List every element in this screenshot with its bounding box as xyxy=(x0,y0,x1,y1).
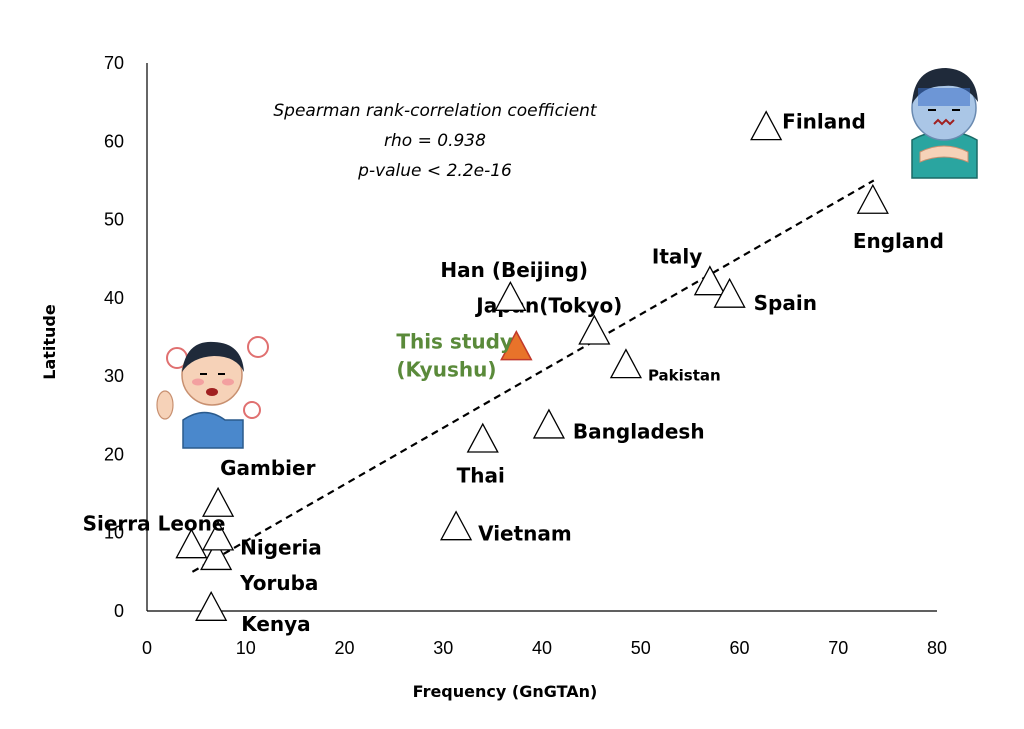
y-axis-title: Latitude xyxy=(40,304,59,380)
point-label: Han (Beijing) xyxy=(440,258,588,282)
annotation-line1: Spearman rank-correlation coefficient xyxy=(273,101,598,121)
x-axis-title: Frequency (GnGTAn) xyxy=(413,682,598,701)
point-marker xyxy=(609,348,643,379)
point-marker xyxy=(494,280,527,311)
x-tick-label: 20 xyxy=(334,638,354,658)
point-marker xyxy=(578,314,611,345)
point-marker xyxy=(200,540,233,571)
point-label: Yoruba xyxy=(239,571,318,595)
point-marker xyxy=(713,277,746,308)
annotation-line2: rho = 0.938 xyxy=(384,131,486,151)
x-tick-label: 80 xyxy=(927,638,947,658)
point-marker xyxy=(175,528,208,559)
point-marker xyxy=(532,408,565,439)
data-point: Han (Beijing) xyxy=(440,258,588,311)
hot-person-illustration xyxy=(156,336,269,449)
data-point: Sierra Leone xyxy=(83,511,226,559)
data-point: Thai xyxy=(457,422,505,488)
data-point: Bangladesh xyxy=(532,408,705,444)
data-point: Vietnam xyxy=(440,510,572,545)
y-tick-label: 30 xyxy=(104,366,124,386)
data-point: Finland xyxy=(750,109,866,141)
point-label: Spain xyxy=(754,291,817,315)
y-tick-label: 10 xyxy=(104,523,124,543)
point-label: Finland xyxy=(782,109,866,133)
data-point: Gambier xyxy=(202,456,316,517)
point-marker xyxy=(693,265,726,296)
x-tick-label: 10 xyxy=(236,638,256,658)
point-label: Italy xyxy=(652,244,702,268)
point-label: Sierra Leone xyxy=(83,511,226,535)
point-label: England xyxy=(853,229,944,253)
point-label: Japan(Tokyo) xyxy=(474,294,622,318)
trendline xyxy=(191,179,875,573)
point-marker xyxy=(440,510,473,541)
point-marker xyxy=(202,486,235,517)
study-point: This study (Kyushu) xyxy=(396,329,533,381)
y-tick-label: 20 xyxy=(104,444,124,464)
x-tick-label: 40 xyxy=(532,638,552,658)
y-tick-label: 60 xyxy=(104,131,124,151)
point-label: Vietnam xyxy=(478,521,572,545)
study-label-line2: (Kyushu) xyxy=(396,357,496,381)
data-point: Pakistan xyxy=(609,348,721,384)
point-marker xyxy=(750,110,783,141)
point-label: Kenya xyxy=(241,612,310,636)
data-point: Spain xyxy=(713,277,817,315)
data-point: Nigeria xyxy=(202,520,322,560)
y-tick-label: 0 xyxy=(114,601,124,621)
x-tick-label: 60 xyxy=(729,638,749,658)
y-tick-label: 70 xyxy=(104,53,124,73)
annotation-line3: p-value < 2.2e-16 xyxy=(357,161,512,181)
x-tick-label: 30 xyxy=(433,638,453,658)
x-tick-label: 70 xyxy=(828,638,848,658)
y-tick-label: 40 xyxy=(104,288,124,308)
point-label: Bangladesh xyxy=(573,420,705,444)
study-label-line1: This study xyxy=(396,329,513,353)
data-point: Kenya xyxy=(195,590,311,636)
point-marker xyxy=(466,422,499,453)
data-point: Yoruba xyxy=(200,540,318,595)
point-label: Gambier xyxy=(220,456,315,480)
point-label: Pakistan xyxy=(648,366,721,384)
point-label: Nigeria xyxy=(240,536,322,560)
point-label: Thai xyxy=(457,464,505,488)
point-marker xyxy=(202,520,235,551)
data-point: England xyxy=(853,183,944,253)
data-point: Italy xyxy=(652,244,726,296)
study-marker xyxy=(500,330,533,361)
x-tick-label: 0 xyxy=(142,638,152,658)
x-tick-label: 50 xyxy=(631,638,651,658)
y-tick-label: 50 xyxy=(104,210,124,230)
point-marker xyxy=(195,590,228,621)
point-marker xyxy=(856,183,889,214)
cold-person-illustration xyxy=(911,68,978,179)
